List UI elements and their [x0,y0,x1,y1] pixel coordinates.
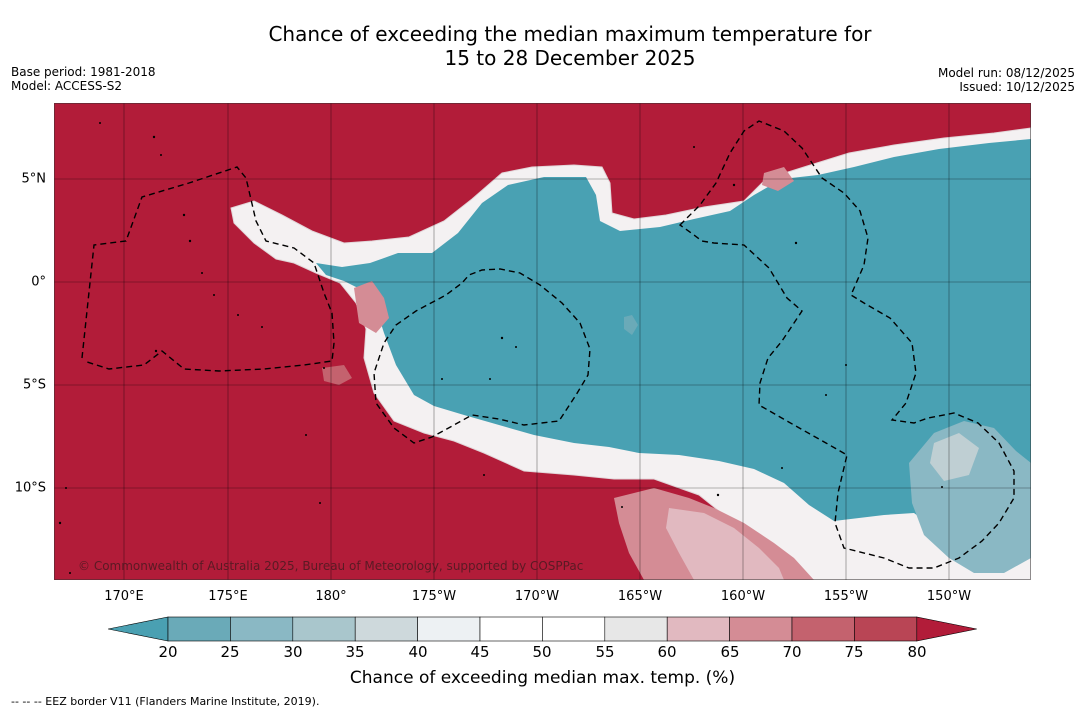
meta-left: Base period: 1981-2018 Model: ACCESS-S2 [11,65,156,93]
colorbar-label: 35 [345,643,365,661]
colorbar-segment [167,616,231,642]
colorbar-segment [729,616,793,642]
colorbar-label: 65 [720,643,740,661]
lon-tick-170e: 170°E [104,589,144,604]
title-line-1: Chance of exceeding the median maximum t… [268,22,872,46]
colorbar-arrow-high [916,616,977,642]
colorbar-segment [666,616,730,642]
gridlines [54,103,1031,580]
copyright-notice: © Commonwealth of Australia 2025, Bureau… [78,559,584,573]
lat-tick-10s: 10°S [14,480,46,496]
lon-tick-175w: 175°W [411,589,457,604]
cool-patch-small [624,315,638,335]
model-name: Model: ACCESS-S2 [11,79,123,93]
cool-region [316,139,1031,541]
lon-tick-155w: 155°W [823,589,869,604]
temperature-map [54,103,1031,580]
colorbar-segment [354,616,418,642]
base-period: Base period: 1981-2018 [11,65,156,79]
light-pink-region [666,508,784,580]
colorbar-label: 55 [595,643,615,661]
colorbar-segment [854,616,918,642]
colorbar-segment [542,616,606,642]
lon-tick-165w: 165°W [617,589,663,604]
pink-patch-mid [354,281,389,333]
lat-tick-5n: 5°N [21,171,47,187]
colorbar-arrow-low [108,616,169,642]
lat-tick-5s: 5°S [22,377,46,393]
lon-tick-160w: 160°W [720,589,766,604]
lon-tick-170w: 170°W [514,589,560,604]
colorbar-segment [791,616,855,642]
colorbar-label: 20 [158,643,178,661]
colorbar-segment [292,616,356,642]
colorbar-segment [604,616,668,642]
colorbar-label: 75 [844,643,864,661]
lat-tick-0: 0° [31,274,46,290]
colorbar-label: 25 [220,643,240,661]
issued-date: Issued: 10/12/2025 [959,80,1075,94]
colorbar-label: 30 [283,643,303,661]
eez-legend: -- -- -- EEZ border V11 (Flanders Marine… [11,695,320,708]
colorbar-label: 80 [907,643,927,661]
lon-tick-175e: 175°E [208,589,248,604]
colorbar-label: 45 [470,643,490,661]
chart-title: Chance of exceeding the median maximum t… [0,22,1085,70]
model-run: Model run: 08/12/2025 [937,66,1075,80]
colorbar-segment [417,616,481,642]
colorbar-segments [108,616,977,642]
colorbar-label: 40 [408,643,428,661]
colorbar [108,616,977,642]
colorbar-label: 70 [782,643,802,661]
meta-right: Model run: 08/12/2025 Issued: 10/12/2025 [938,66,1075,94]
lon-tick-180: 180° [315,589,347,604]
lon-tick-150w: 150°W [926,589,972,604]
colorbar-title: Chance of exceeding median max. temp. (%… [349,668,736,688]
colorbar-label: 60 [657,643,677,661]
pink-patch-south [322,365,352,385]
title-line-2: 15 to 28 December 2025 [444,46,696,70]
grey-cool-patch [930,433,979,481]
eez-borders [81,120,1015,569]
colorbar-label: 50 [532,643,552,661]
islands [58,122,943,574]
colorbar-segment [230,616,294,642]
colorbar-segment [479,616,543,642]
